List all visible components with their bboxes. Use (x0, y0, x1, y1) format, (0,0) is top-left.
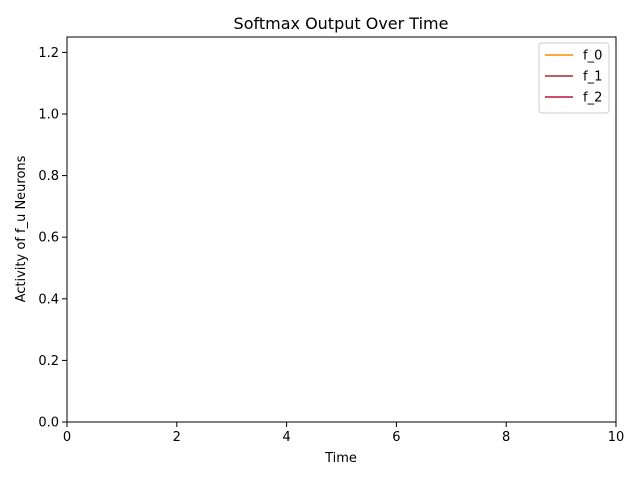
y-tick-label: 0.0 (38, 416, 59, 431)
y-tick-label: 1.0 (38, 108, 59, 123)
y-tick-label: 1.2 (38, 46, 59, 61)
y-tick-label: 0.6 (38, 231, 59, 246)
plot-frame (66, 36, 617, 423)
x-tick-label: 8 (502, 430, 510, 445)
chart-title: Softmax Output Over Time (234, 14, 449, 33)
x-tick-label: 10 (608, 430, 625, 445)
x-tick-label: 6 (392, 430, 400, 445)
x-axis: 0 2 4 6 8 10 (63, 422, 624, 445)
x-tick-label: 0 (63, 430, 71, 445)
legend-label: f_1 (583, 70, 602, 85)
y-tick-label: 0.2 (38, 354, 59, 369)
x-tick-label: 2 (173, 430, 181, 445)
y-tick-label: 0.8 (38, 169, 59, 184)
y-axis: 0.0 0.2 0.4 0.6 0.8 1.0 1.2 (38, 46, 67, 431)
y-tick-label: 0.4 (38, 292, 59, 307)
x-tick-label: 4 (282, 430, 290, 445)
legend-label: f_0 (583, 49, 602, 64)
y-axis-label: Activity of f_u Neurons (14, 155, 29, 302)
legend: f_0 f_1 f_2 (538, 42, 610, 114)
x-axis-label: Time (324, 451, 357, 466)
legend-box (538, 42, 610, 114)
legend-label: f_2 (583, 91, 602, 106)
